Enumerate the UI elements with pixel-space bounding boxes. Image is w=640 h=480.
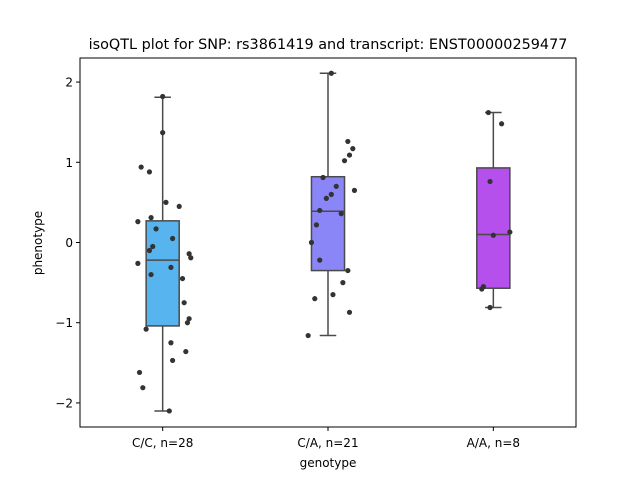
data-point [163,199,169,205]
data-point [138,164,144,170]
data-point [150,243,156,250]
data-point [330,292,336,298]
data-point [135,219,141,225]
data-point [143,326,149,332]
data-point [346,309,353,315]
data-point [499,121,505,127]
data-point [313,222,320,228]
y-tick-label: 2 [65,76,73,90]
data-point [351,187,358,193]
data-point [148,215,154,221]
data-point [312,296,318,302]
data-point [176,203,182,210]
data-point [320,174,326,181]
data-point [341,158,348,164]
data-point [323,195,329,201]
data-point [160,93,166,100]
data-point [168,340,174,346]
y-tick-label: 1 [65,156,73,170]
data-point [507,229,513,235]
data-point [308,239,315,246]
data-point [338,211,344,217]
data-point [485,109,491,116]
x-tick-label: C/A, n=21 [297,436,358,450]
y-tick-label: −2 [55,396,73,410]
data-point [169,235,176,242]
data-point [487,304,493,311]
data-point [179,275,186,282]
data-point [169,357,176,364]
data-point [328,70,334,76]
data-point [487,178,493,185]
x-tick-label: A/A, n=8 [467,436,520,450]
data-point [345,138,351,145]
data-point [188,255,194,261]
data-point [317,207,323,214]
data-point [490,232,496,238]
x-axis-label: genotype [300,456,357,470]
data-point [135,260,141,266]
plot-area: −2 −1 0 1 2 C/C, n=28 C/A, n=21 A/A, n=8 [55,70,520,450]
data-point [350,146,356,152]
data-point [136,369,143,376]
data-point [345,267,351,274]
x-tick-label: C/C, n=28 [132,436,193,450]
data-point [184,320,191,326]
data-point [146,247,153,254]
data-point [479,286,485,292]
chart-title: isoQTL plot for SNP: rs3861419 and trans… [89,37,568,53]
data-point [168,264,174,270]
data-point [186,251,192,257]
y-tick-label: −1 [55,316,73,330]
data-point [328,191,334,197]
data-point [317,257,323,263]
data-point [183,348,189,355]
data-point [333,183,339,189]
data-point [140,385,146,391]
box-iqr [476,167,511,289]
data-point [186,316,192,322]
data-point [346,152,353,158]
plot-frame [79,57,577,428]
data-point [148,271,154,278]
data-point [160,130,166,136]
y-axis-label: phenotype [31,211,45,275]
data-point [153,226,159,232]
data-point [146,169,153,175]
data-point [181,300,187,306]
data-point [166,408,172,414]
data-point [340,280,346,286]
data-point [305,332,311,339]
y-tick-label: 0 [65,236,73,250]
